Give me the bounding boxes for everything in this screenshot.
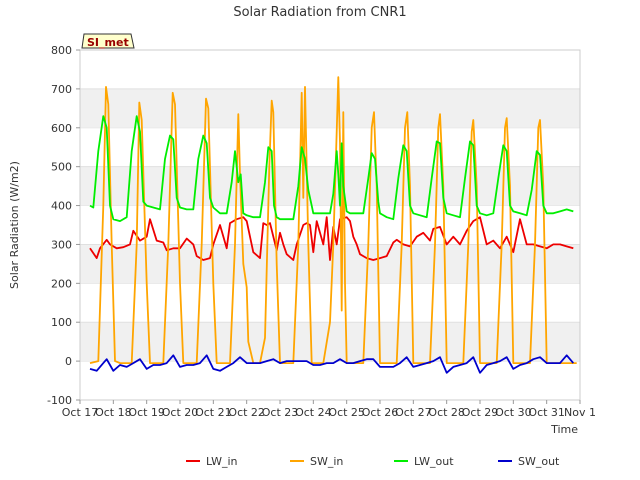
x-tick-label: Oct 30 [495, 406, 532, 419]
legend-label: SW_out [518, 455, 560, 468]
plot-area-border [79, 49, 581, 401]
legend: LW_in SW_in LW_out SW_out [186, 455, 560, 468]
x-tick-label: Oct 21 [195, 406, 232, 419]
x-tick-label: Oct 28 [428, 406, 465, 419]
y-tick-label: 600 [51, 122, 72, 135]
x-tick-label: Nov 1 [564, 406, 596, 419]
y-tick-label: 0 [65, 355, 72, 368]
site-label: SI_met [87, 36, 129, 49]
x-tick-label: Oct 18 [95, 406, 132, 419]
series-lines [89, 76, 577, 374]
legend-label: LW_out [414, 455, 454, 468]
x-tick-label: Oct 27 [395, 406, 432, 419]
x-tick-label: Oct 17 [62, 406, 99, 419]
y-tick-label: 100 [51, 316, 72, 329]
grid-band [80, 88, 580, 128]
series-line-sw-in [89, 76, 577, 365]
y-tick-label: 400 [51, 200, 72, 213]
series-line-lw-in [89, 216, 574, 261]
y-tick-label: 300 [51, 238, 72, 251]
x-tick-label: Oct 22 [228, 406, 265, 419]
x-tick-label: Oct 25 [328, 406, 365, 419]
y-tick-label: 200 [51, 277, 72, 290]
x-tick-label: Oct 19 [128, 406, 165, 419]
site-label-box: SI_met [81, 33, 135, 49]
grid-band [80, 322, 580, 362]
series-line-sw-out [89, 354, 574, 374]
y-tick-label: -100 [47, 394, 72, 407]
x-tick-label: Oct 29 [462, 406, 499, 419]
x-axis-label: Time [550, 423, 578, 436]
chart-title: Solar Radiation from CNR1 [233, 5, 406, 20]
x-tick-label: Oct 26 [362, 406, 399, 419]
y-tick-label: 500 [51, 161, 72, 174]
y-tick-label: 800 [51, 44, 72, 57]
y-tick-label: 700 [51, 83, 72, 96]
x-tick-label: Oct 23 [262, 406, 299, 419]
legend-label: LW_in [206, 455, 238, 468]
x-tick-label: Oct 31 [528, 406, 565, 419]
y-axis-label: Solar Radiation (W/m2) [8, 161, 21, 289]
y-axis-ticks: -100 0 100 200 300 400 500 600 700 800 [47, 44, 80, 407]
grid-band [80, 166, 580, 206]
x-tick-label: Oct 24 [295, 406, 332, 419]
series-line-lw-out [89, 115, 574, 223]
legend-label: SW_in [310, 455, 343, 468]
x-tick-label: Oct 20 [162, 406, 199, 419]
